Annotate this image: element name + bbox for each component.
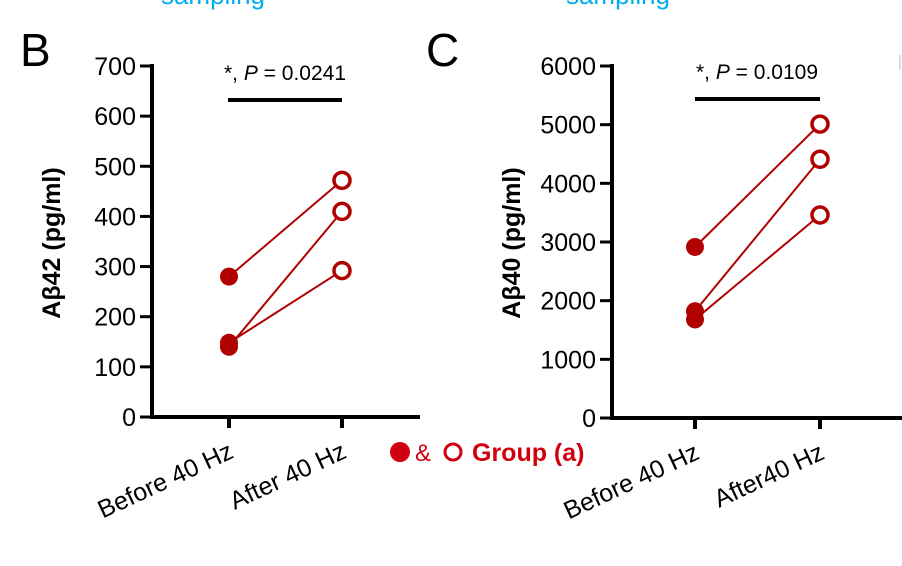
after-point-b — [332, 260, 352, 281]
y-tick-label-c: 0 — [582, 405, 596, 433]
after-point-c — [810, 205, 830, 225]
y-tick-label-b: 200 — [94, 304, 136, 332]
before-point-c — [686, 310, 704, 329]
header-fragment-left: sampling — [161, 0, 265, 10]
before-point-b — [220, 333, 238, 352]
legend-filled-circle-icon — [390, 442, 410, 462]
before-point-b — [220, 267, 238, 286]
y-tick-label-c: 4000 — [540, 170, 596, 198]
y-tick-label-c: 6000 — [540, 53, 596, 81]
y-tick-label-c: 5000 — [540, 112, 596, 140]
pair-line-b — [228, 210, 343, 348]
legend-open-circle-icon — [443, 442, 463, 462]
y-tick-label-c: 1000 — [540, 346, 596, 374]
y-tick-label-c: 2000 — [540, 288, 596, 316]
pair-line-c — [694, 214, 821, 321]
y-axis-label-b: Aβ42 (pg/ml) — [38, 167, 66, 318]
after-point-c — [810, 149, 830, 170]
before-point-c — [686, 237, 704, 256]
pair-line-c — [694, 123, 821, 248]
x-tick-label-b: Before 40 Hz — [93, 437, 237, 524]
x-tick-label-c: After40 Hz — [710, 438, 829, 513]
panel-label-c: C — [426, 24, 459, 76]
after-point-c — [810, 114, 830, 134]
y-tick-label-b: 100 — [94, 354, 136, 382]
y-tick-label-b: 0 — [122, 404, 136, 432]
y-tick-label-c: 3000 — [540, 229, 596, 257]
legend: & Group (a) — [390, 439, 585, 467]
legend-label: Group (a) — [472, 439, 585, 467]
after-point-b — [332, 201, 352, 222]
p-value-b: *, P = 0.0241 — [224, 62, 346, 85]
pair-line-b — [228, 269, 343, 344]
y-tick-label-b: 600 — [94, 103, 136, 131]
pair-line-b — [228, 179, 343, 278]
legend-ampersand: & — [415, 440, 431, 467]
p-value-c: *, P = 0.0109 — [696, 61, 818, 84]
y-tick-label-b: 400 — [94, 203, 136, 231]
x-tick-label-b: After 40 Hz — [225, 437, 350, 515]
y-tick-label-b: 500 — [94, 153, 136, 181]
panel-label-b: B — [20, 24, 51, 76]
after-point-b — [332, 170, 352, 191]
y-tick-label-b: 300 — [94, 254, 136, 282]
y-axis-label-c: Aβ40 (pg/ml) — [498, 167, 526, 318]
y-tick-label-b: 700 — [94, 53, 136, 81]
pair-line-c — [694, 158, 821, 312]
header-fragment-right: sampling — [566, 0, 670, 10]
